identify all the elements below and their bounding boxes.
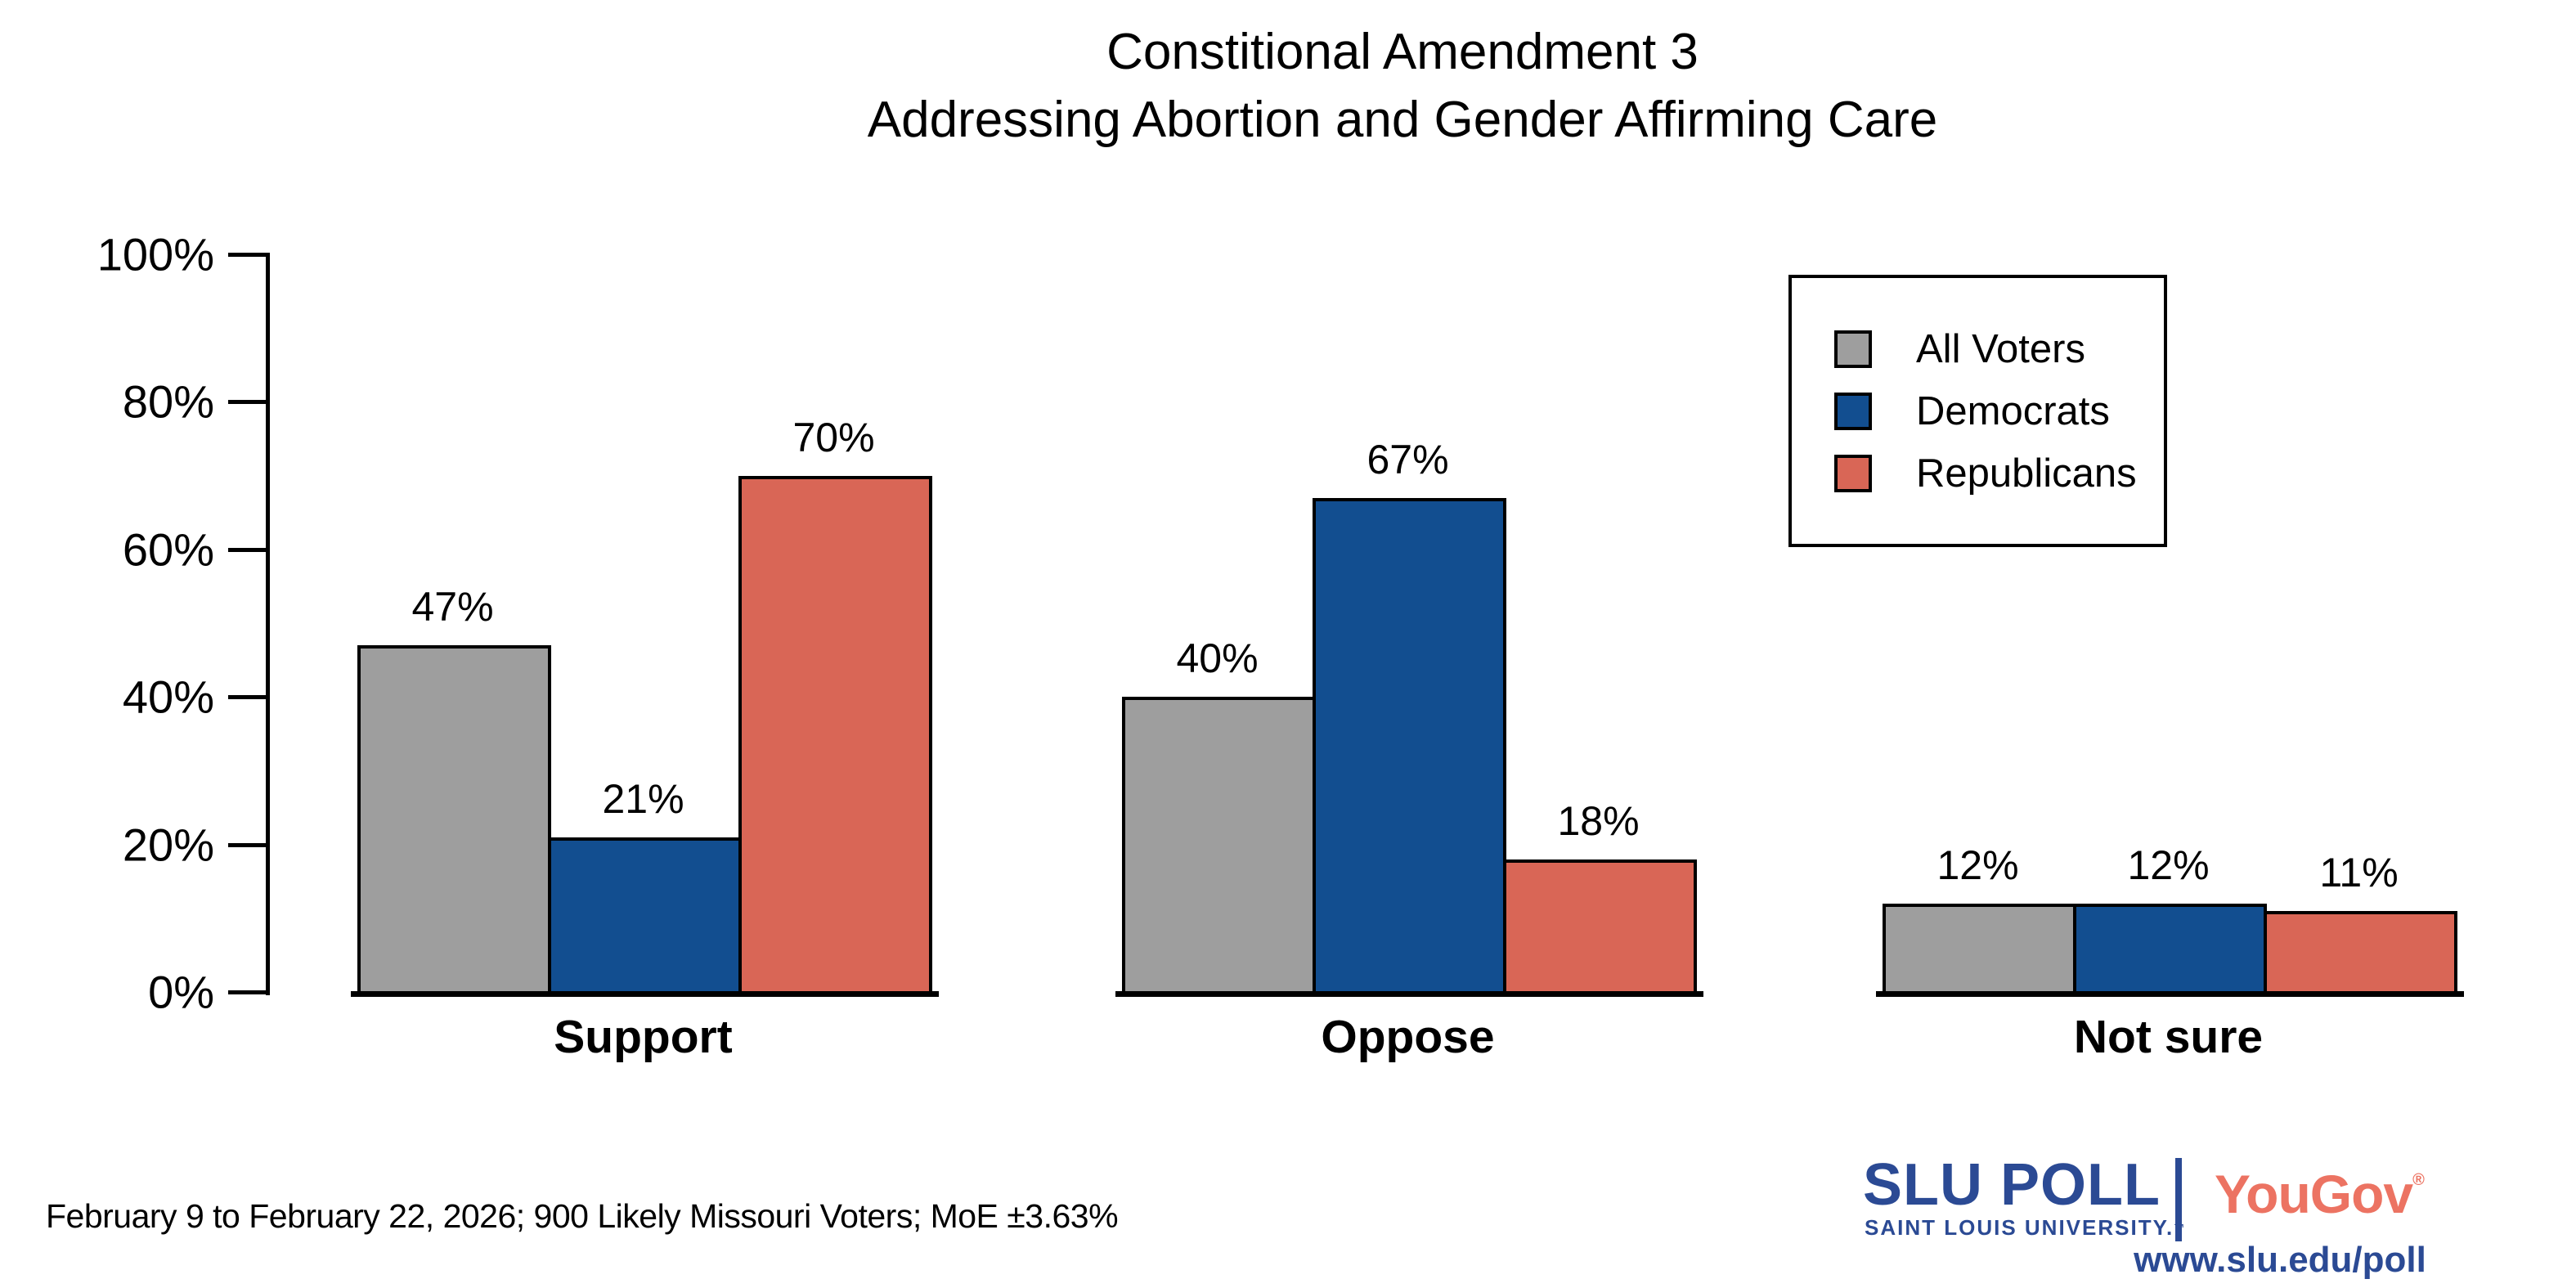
y-tick-label: 0% [148, 966, 214, 1018]
bar-value-label: 40% [1176, 635, 1259, 681]
y-tick-mark [228, 253, 266, 257]
y-axis-line [266, 253, 270, 995]
bar-value-label: 47% [411, 584, 494, 630]
bar-value-label: 21% [602, 776, 684, 822]
bar-oppose-democrats [1313, 498, 1506, 995]
bar-value-label: 70% [792, 415, 875, 460]
registered-mark-icon: ® [2412, 1171, 2425, 1189]
slu-logo-text: SLU [1863, 1152, 1983, 1218]
legend-label: Republicans [1916, 451, 2137, 496]
bar-oppose-republicans [1503, 859, 1697, 995]
legend-item-all-voters: All Voters [1834, 327, 2164, 371]
legend-label: Democrats [1916, 388, 2110, 433]
y-tick-label: 60% [122, 523, 214, 576]
y-tick-mark [228, 843, 266, 847]
y-tick-mark [228, 400, 266, 404]
y-tick-mark [228, 695, 266, 699]
yougov-logo: YouGov® [2215, 1164, 2425, 1224]
category-label-support: Support [554, 1011, 733, 1063]
chart-title-line-2: Addressing Abortion and Gender Affirming… [867, 92, 1938, 149]
bar-not-sure-republicans [2264, 911, 2457, 995]
group-baseline [351, 991, 939, 997]
category-label-oppose: Oppose [1321, 1011, 1495, 1063]
group-baseline [1876, 991, 2464, 997]
legend: All Voters Democrats Republicans [1788, 275, 2167, 547]
bar-value-label: 11% [2319, 850, 2399, 895]
bar-not-sure-democrats [2073, 904, 2267, 995]
bar-value-label: 12% [2127, 842, 2210, 888]
bar-value-label: 67% [1367, 437, 1449, 482]
y-tick-mark [228, 990, 266, 994]
slu-tagline: SAINT LOUIS UNIVERSITY.™ [1865, 1215, 2186, 1241]
group-baseline [1115, 991, 1703, 997]
y-tick-mark [228, 548, 266, 552]
slu-poll-logo: SLU POLL [1863, 1151, 2161, 1218]
poll-logo-text: POLL [1983, 1152, 2161, 1218]
bar-not-sure-all-voters [1883, 904, 2076, 995]
bar-value-label: 12% [1936, 842, 2019, 888]
bar-oppose-all-voters [1122, 697, 1316, 995]
legend-item-democrats: Democrats [1834, 389, 2164, 433]
footnote: February 9 to February 22, 2026; 900 Lik… [46, 1197, 1119, 1235]
poll-url: www.slu.edu/poll [2134, 1240, 2426, 1280]
bar-support-all-voters [357, 645, 551, 995]
bar-support-democrats [548, 837, 742, 995]
legend-swatch-all-voters [1834, 330, 1872, 368]
bar-support-republicans [738, 476, 932, 995]
legend-label: All Voters [1916, 326, 2085, 371]
category-label-not-sure: Not sure [2073, 1011, 2264, 1063]
y-tick-label: 100% [96, 228, 214, 280]
y-tick-label: 20% [122, 819, 214, 871]
legend-item-republicans: Republicans [1834, 451, 2164, 496]
legend-swatch-republicans [1834, 454, 1872, 492]
bar-value-label: 18% [1557, 798, 1640, 844]
y-tick-label: 40% [122, 671, 214, 723]
chart-title-line-1: Constitional Amendment 3 [1106, 24, 1699, 80]
legend-swatch-democrats [1834, 392, 1872, 430]
logo-separator [2175, 1158, 2182, 1241]
y-tick-label: 80% [122, 375, 214, 428]
chart-title: Constitional Amendment 3 Addressing Abor… [229, 18, 2576, 154]
